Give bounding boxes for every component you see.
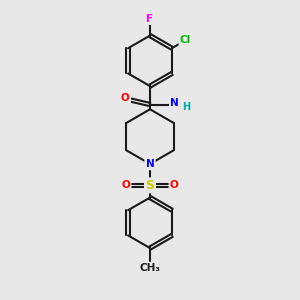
Text: CH₃: CH₃ bbox=[140, 263, 160, 273]
Text: O: O bbox=[170, 180, 179, 190]
Text: H: H bbox=[182, 102, 190, 112]
Text: O: O bbox=[121, 93, 130, 103]
Text: Cl: Cl bbox=[180, 35, 191, 45]
Text: O: O bbox=[121, 180, 130, 190]
Text: F: F bbox=[146, 14, 154, 24]
Text: S: S bbox=[146, 179, 154, 192]
Text: N: N bbox=[146, 159, 154, 169]
Text: N: N bbox=[170, 98, 179, 108]
